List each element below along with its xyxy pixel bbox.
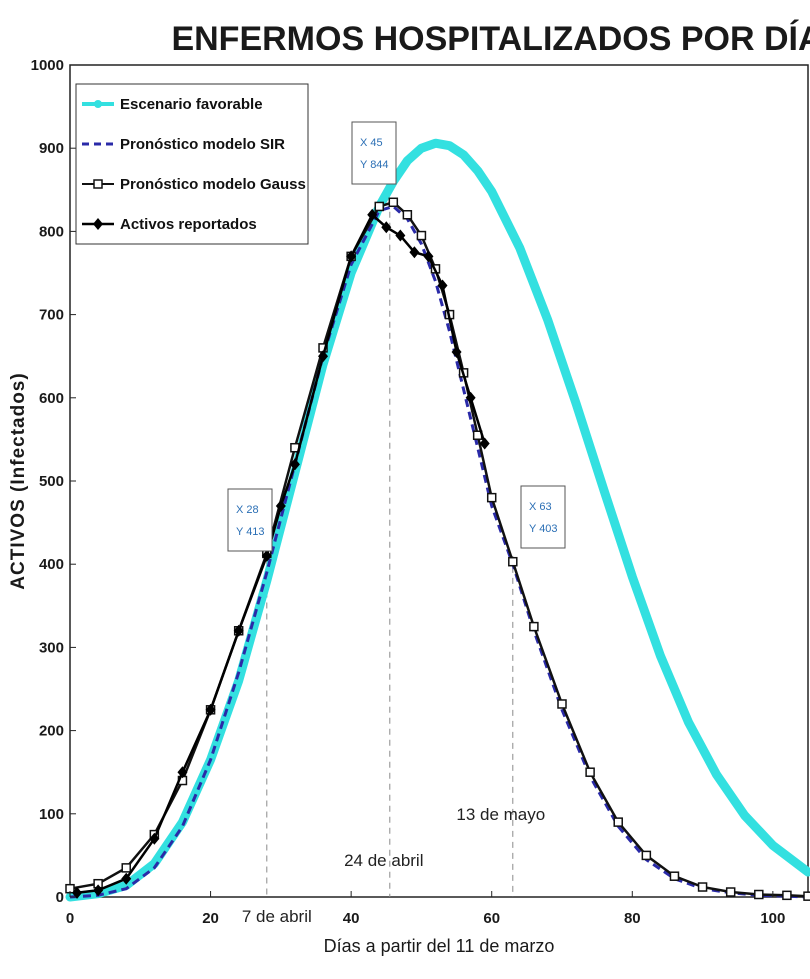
legend-entry: Activos reportados xyxy=(82,216,257,233)
y-tick-label: 700 xyxy=(39,307,64,324)
data-point xyxy=(205,703,216,716)
data-point xyxy=(409,246,420,259)
x-tick-label: 40 xyxy=(343,910,360,927)
y-axis-label: ACTIVOS (Infectados) xyxy=(8,372,29,589)
data-point xyxy=(402,210,413,220)
y-tick-label: 400 xyxy=(39,556,64,573)
legend-entry: Pronóstico modelo Gauss xyxy=(82,176,306,193)
data-point xyxy=(233,624,244,637)
axes: 0 100 200 300 400 500 600 700 800 900 1000 0 20 40 60 8… xyxy=(31,57,786,927)
data-point xyxy=(486,492,497,503)
data-point xyxy=(557,699,567,709)
data-point xyxy=(669,871,680,881)
data-point xyxy=(437,279,448,292)
chart-title: ENFERMOS HOSPITALIZADOS POR DÍA xyxy=(171,20,810,58)
x-axis-label: Días a partir del 11 de marzo xyxy=(324,936,555,956)
reference-date-label: 7 de abril xyxy=(242,907,312,926)
legend-label: Activos reportados xyxy=(120,216,257,233)
legend-marker xyxy=(94,100,102,108)
y-tick-label: 600 xyxy=(39,390,64,407)
data-point xyxy=(697,882,708,892)
data-point xyxy=(388,197,399,208)
data-point xyxy=(423,250,434,263)
series-group xyxy=(65,138,810,902)
data-point xyxy=(261,549,272,562)
data-point xyxy=(149,832,160,845)
data-tip: X 28 Y 413 xyxy=(227,488,273,552)
data-tip-box xyxy=(520,485,566,549)
x-tick-label: 100 xyxy=(760,910,785,927)
data-point xyxy=(289,458,300,471)
data-point xyxy=(367,208,378,221)
data-tip-box xyxy=(227,488,273,552)
legend-marker xyxy=(93,179,103,189)
y-tick-label: 900 xyxy=(39,140,64,157)
data-point xyxy=(381,221,392,234)
legend-box xyxy=(75,83,309,245)
legend-label: Escenario favorable xyxy=(120,96,263,113)
y-tick-label: 100 xyxy=(39,806,64,823)
data-tip-y: Y 844 xyxy=(360,159,389,171)
data-point xyxy=(275,499,286,512)
data-tip: X 63 Y 403 xyxy=(520,485,566,549)
data-tip-x: X 28 xyxy=(236,504,259,516)
data-point xyxy=(585,767,595,777)
legend-label: Pronóstico modelo SIR xyxy=(120,136,285,153)
data-point xyxy=(529,621,539,632)
reference-lines: 7 de abril 24 de abril 13 de mayo xyxy=(242,189,545,926)
data-tips: X 28 Y 413 X 45 Y 844 X 63 Y 403 xyxy=(227,121,566,552)
data-point xyxy=(318,350,329,363)
data-point xyxy=(641,850,652,861)
data-point xyxy=(121,863,131,873)
data-point xyxy=(93,884,104,897)
y-tick-label: 200 xyxy=(39,723,64,740)
x-tick-label: 60 xyxy=(483,910,500,927)
data-point xyxy=(508,556,518,567)
data-point xyxy=(177,766,188,779)
data-tip: X 45 Y 844 xyxy=(351,121,397,185)
data-point xyxy=(451,346,462,359)
reference-date-label: 24 de abril xyxy=(344,851,423,870)
data-tip-y: Y 403 xyxy=(529,523,558,535)
x-tick-label: 80 xyxy=(624,910,641,927)
data-tip-y: Y 413 xyxy=(236,526,265,538)
legend-marker xyxy=(93,218,103,230)
data-point xyxy=(465,391,476,404)
data-tip-box xyxy=(351,121,397,185)
reference-date-label: 13 de mayo xyxy=(456,805,545,824)
legend-label: Pronóstico modelo Gauss xyxy=(120,176,306,193)
y-tick-label: 1000 xyxy=(31,57,64,74)
data-point xyxy=(754,889,764,900)
y-tick-label: 0 xyxy=(56,889,64,906)
data-point xyxy=(479,437,490,450)
y-tick-label: 800 xyxy=(39,223,64,240)
data-point xyxy=(613,817,623,827)
data-point xyxy=(346,250,357,263)
x-tick-label: 20 xyxy=(202,910,219,927)
data-tip-x: X 45 xyxy=(360,137,383,149)
data-point xyxy=(725,887,736,897)
data-point xyxy=(416,230,427,241)
data-point xyxy=(374,201,385,212)
legend-entry: Pronóstico modelo SIR xyxy=(82,136,285,153)
data-tip-x: X 63 xyxy=(529,501,552,513)
data-point xyxy=(395,229,406,242)
data-point xyxy=(782,890,792,901)
legend: Escenario favorable Pronóstico modelo SIR… xyxy=(75,83,309,245)
legend-entry: Escenario favorable xyxy=(82,96,263,113)
x-tick-label: 0 xyxy=(66,910,74,927)
series-4 xyxy=(72,208,490,899)
y-tick-label: 300 xyxy=(39,639,64,656)
data-point xyxy=(72,886,83,899)
data-point xyxy=(803,891,810,901)
data-point xyxy=(121,872,132,885)
y-tick-label: 500 xyxy=(39,473,64,490)
